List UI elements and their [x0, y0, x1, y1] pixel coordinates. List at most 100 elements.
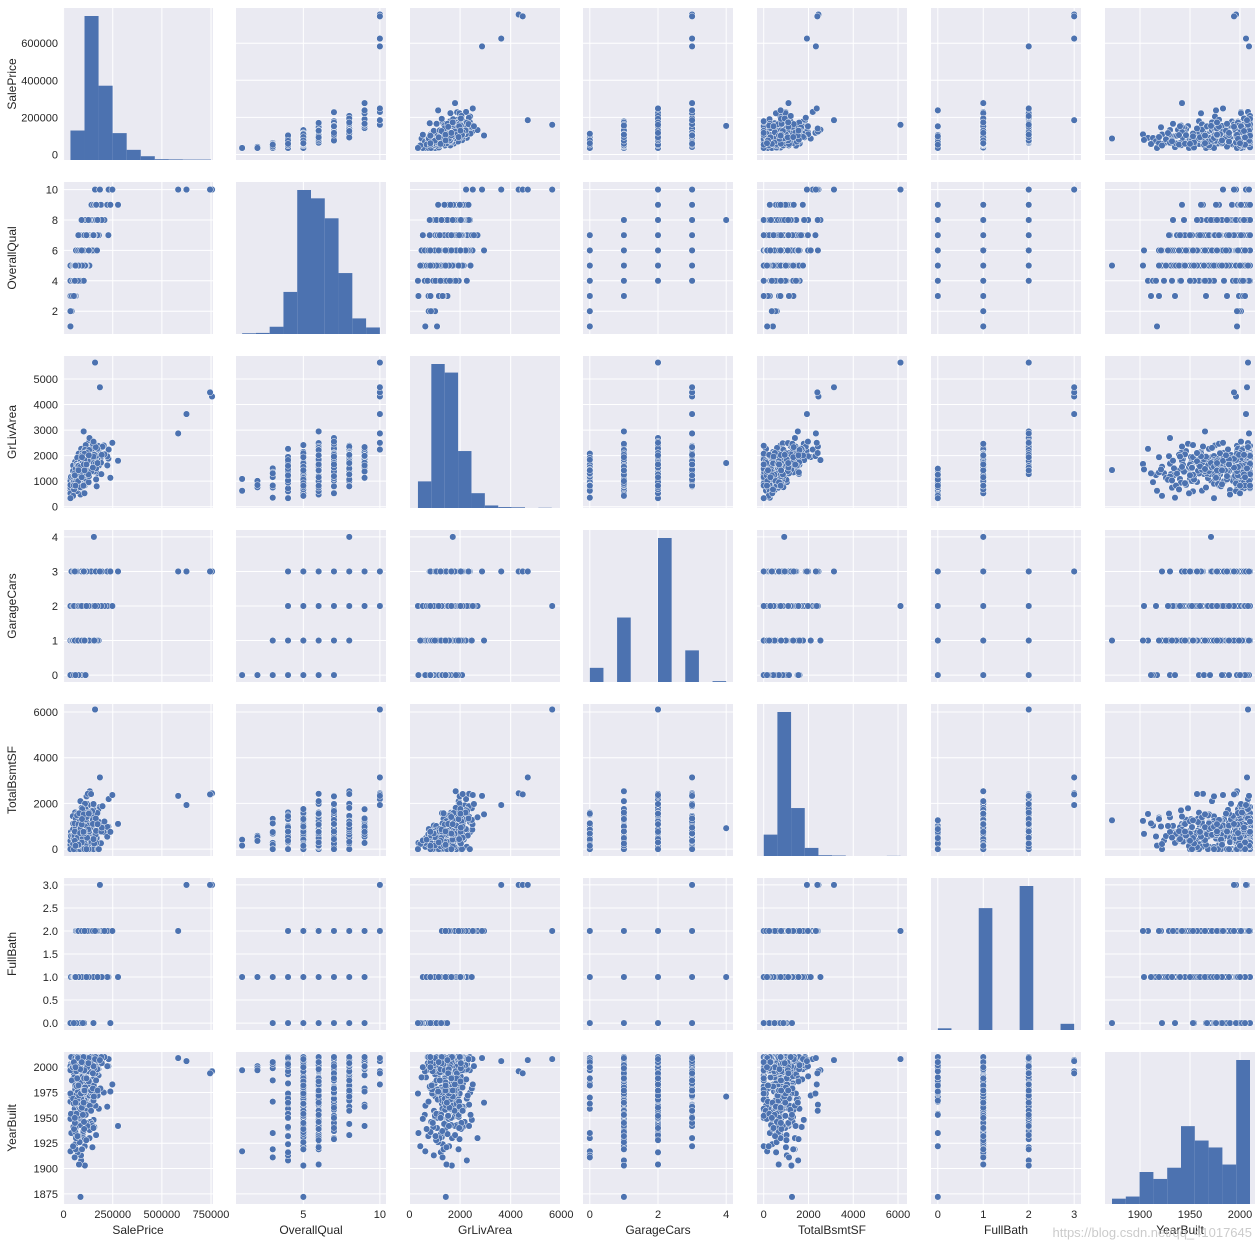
- scatter-point: [1140, 136, 1148, 144]
- scatter-point: [1025, 42, 1033, 50]
- scatter-point: [1025, 277, 1033, 285]
- scatter-point: [456, 201, 464, 209]
- scatter-point: [654, 129, 662, 137]
- scatter-point: [414, 277, 422, 285]
- scatter-point: [654, 121, 662, 129]
- panel-OverallQual-vs-SalePrice: [63, 182, 216, 334]
- scatter-point: [934, 216, 942, 224]
- scatter-point: [427, 307, 435, 315]
- panel-OverallQual-vs-GrLivArea: [410, 182, 560, 334]
- scatter-point: [1140, 246, 1148, 254]
- histogram-bar: [126, 149, 141, 160]
- scatter-point: [979, 231, 987, 239]
- scatter-point: [447, 246, 455, 254]
- scatter-point: [434, 201, 442, 209]
- y-tick-label: 2: [52, 306, 58, 318]
- scatter-point: [1158, 141, 1166, 150]
- scatter-point: [1230, 12, 1238, 20]
- scatter-point: [426, 292, 435, 300]
- histogram-bar: [70, 130, 85, 160]
- scatter-point: [784, 216, 792, 224]
- scatter-point: [434, 106, 442, 114]
- scatter-point: [777, 106, 785, 114]
- scatter-point: [813, 12, 821, 20]
- scatter-point: [1169, 120, 1177, 128]
- scatter-point: [426, 119, 434, 127]
- scatter-point: [1070, 35, 1078, 43]
- panel-OverallQual-vs-YearBuilt: [1105, 182, 1255, 334]
- scatter-point: [654, 201, 662, 209]
- scatter-point: [1207, 122, 1215, 130]
- scatter-point: [1153, 322, 1161, 330]
- scatter-point: [438, 115, 446, 123]
- scatter-point: [414, 144, 422, 152]
- scatter-point: [1157, 246, 1165, 254]
- scatter-point: [586, 307, 594, 315]
- scatter-point: [454, 133, 463, 141]
- panel-SalePrice-vs-OverallQual: [236, 8, 386, 160]
- scatter-point: [1175, 141, 1183, 149]
- scatter-point: [416, 262, 424, 270]
- scatter-point: [66, 307, 75, 315]
- scatter-point: [1178, 201, 1186, 209]
- scatter-point: [784, 118, 792, 126]
- scatter-point: [1225, 138, 1233, 146]
- scatter-point: [813, 104, 821, 113]
- scatter-point: [1246, 201, 1254, 209]
- scatter-point: [1168, 137, 1176, 145]
- scatter-point: [814, 124, 822, 133]
- scatter-point: [768, 307, 776, 315]
- scatter-point: [777, 231, 785, 239]
- scatter-point: [1201, 277, 1209, 285]
- histogram-bar: [98, 85, 113, 160]
- scatter-point: [794, 246, 803, 254]
- scatter-point: [1241, 133, 1249, 141]
- scatter-point: [1201, 131, 1209, 140]
- scatter-point: [1177, 277, 1185, 285]
- scatter-point: [1155, 292, 1163, 300]
- scatter-point: [803, 186, 811, 194]
- scatter-point: [1244, 262, 1252, 270]
- scatter-point: [688, 201, 696, 209]
- scatter-point: [1230, 123, 1238, 131]
- scatter-point: [106, 201, 114, 209]
- scatter-point: [979, 201, 987, 209]
- scatter-point: [446, 201, 454, 209]
- scatter-point: [457, 216, 465, 224]
- scatter-point: [688, 140, 696, 148]
- scatter-point: [586, 246, 594, 254]
- scatter-point: [1164, 246, 1172, 254]
- scatter-point: [519, 12, 527, 20]
- scatter-point: [1201, 139, 1209, 147]
- scatter-point: [426, 132, 434, 140]
- scatter-point: [1213, 118, 1221, 126]
- histogram-bar: [297, 190, 311, 334]
- scatter-point: [361, 106, 369, 114]
- scatter-point: [1175, 131, 1183, 139]
- scatter-point: [84, 216, 92, 224]
- scatter-point: [435, 133, 443, 141]
- scatter-point: [688, 246, 696, 254]
- scatter-point: [361, 99, 369, 107]
- scatter-point: [1108, 134, 1116, 143]
- scatter-point: [1025, 186, 1033, 194]
- scatter-point: [760, 277, 768, 285]
- scatter-point: [688, 231, 696, 239]
- panel-OverallQual-vs-OverallQual: [236, 182, 386, 334]
- scatter-point: [464, 201, 473, 209]
- scatter-point: [784, 231, 792, 239]
- scatter-point: [896, 121, 905, 129]
- scatter-point: [470, 231, 478, 239]
- scatter-point: [1189, 246, 1197, 254]
- scatter-point: [447, 231, 455, 239]
- scatter-point: [435, 246, 443, 254]
- scatter-point: [299, 139, 307, 147]
- scatter-point: [469, 104, 477, 113]
- scatter-point: [1155, 133, 1163, 141]
- scatter-point: [1246, 231, 1254, 239]
- histogram-bar: [242, 333, 256, 334]
- histogram-bar: [324, 218, 339, 334]
- scatter-point: [688, 216, 696, 224]
- scatter-point: [1189, 132, 1197, 140]
- scatter-point: [376, 104, 384, 113]
